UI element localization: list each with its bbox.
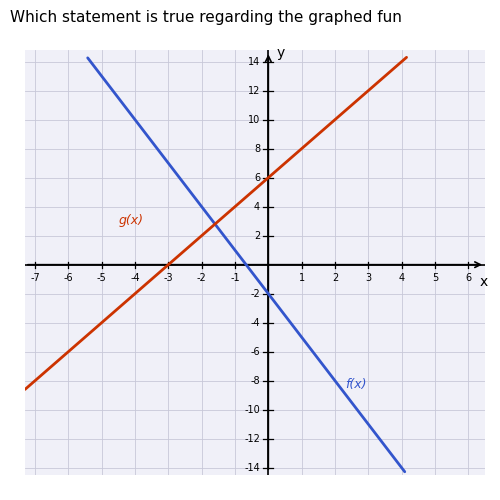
Text: f(x): f(x) xyxy=(345,378,366,391)
Text: -5: -5 xyxy=(97,272,106,282)
Text: 8: 8 xyxy=(254,144,260,154)
Text: 4: 4 xyxy=(398,272,404,282)
Text: 6: 6 xyxy=(254,172,260,182)
Text: g(x): g(x) xyxy=(118,214,144,227)
Text: Which statement is true regarding the graphed fun: Which statement is true regarding the gr… xyxy=(10,10,402,25)
Text: -3: -3 xyxy=(164,272,173,282)
Text: -2: -2 xyxy=(250,288,260,298)
Text: 10: 10 xyxy=(248,114,260,124)
Text: -8: -8 xyxy=(250,376,260,386)
Text: -6: -6 xyxy=(64,272,73,282)
Text: -4: -4 xyxy=(130,272,140,282)
Text: -6: -6 xyxy=(250,346,260,356)
Text: -4: -4 xyxy=(250,318,260,328)
Text: -14: -14 xyxy=(244,462,260,472)
Text: 2: 2 xyxy=(254,230,260,240)
Text: -1: -1 xyxy=(230,272,240,282)
Text: 14: 14 xyxy=(248,56,260,66)
Text: -2: -2 xyxy=(197,272,206,282)
Text: 6: 6 xyxy=(466,272,471,282)
Text: 3: 3 xyxy=(366,272,372,282)
Text: -7: -7 xyxy=(30,272,40,282)
Text: y: y xyxy=(276,46,285,60)
Text: x: x xyxy=(479,275,488,289)
Text: 2: 2 xyxy=(332,272,338,282)
Text: 12: 12 xyxy=(248,86,260,96)
Text: -10: -10 xyxy=(244,404,260,414)
Text: 5: 5 xyxy=(432,272,438,282)
Text: 4: 4 xyxy=(254,202,260,211)
Text: 1: 1 xyxy=(298,272,304,282)
Text: -12: -12 xyxy=(244,434,260,444)
